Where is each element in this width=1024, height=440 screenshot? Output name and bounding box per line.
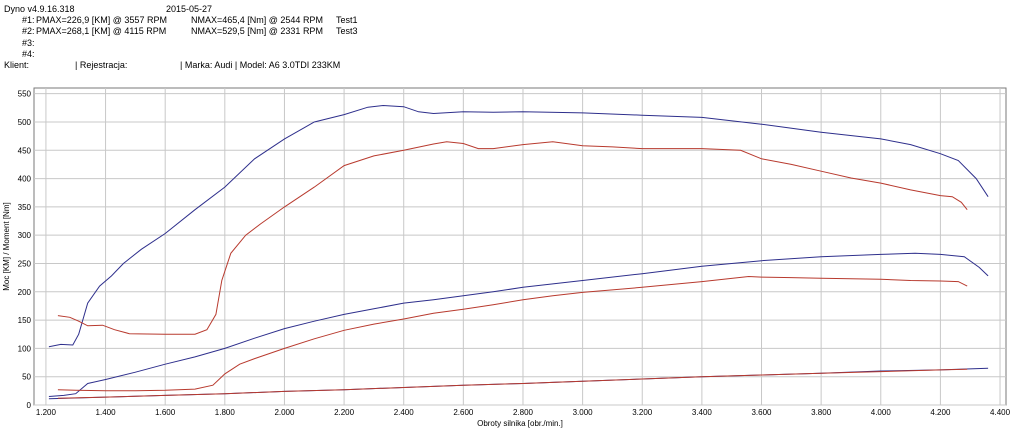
x-tick-label: 3.800 bbox=[811, 408, 832, 417]
run-1-name: Test1 bbox=[336, 15, 358, 25]
x-tick-label: 1.800 bbox=[215, 408, 236, 417]
make-model-label: | Marka: Audi | Model: A6 3.0TDI 233KM bbox=[180, 60, 341, 70]
y-tick-label: 200 bbox=[18, 288, 32, 297]
y-tick-label: 550 bbox=[18, 90, 32, 99]
x-tick-label: 3.000 bbox=[573, 408, 594, 417]
x-tick-label: 2.200 bbox=[334, 408, 355, 417]
run2-torque-line bbox=[48, 104, 989, 348]
run1-loss-line bbox=[57, 368, 968, 399]
run-3-label: #3: bbox=[22, 38, 35, 48]
test-date: 2015-05-27 bbox=[166, 4, 213, 14]
run-2-name: Test3 bbox=[336, 26, 358, 36]
y-axis-title: Moc [KM] / Moment [Nm] bbox=[2, 202, 11, 290]
x-tick-label: 1.600 bbox=[155, 408, 176, 417]
x-tick-label: 1.400 bbox=[96, 408, 117, 417]
run-1-label: #1: bbox=[22, 15, 35, 25]
x-tick-label: 4.200 bbox=[930, 408, 951, 417]
run1-power-line bbox=[57, 275, 968, 392]
y-tick-label: 500 bbox=[18, 118, 32, 127]
y-tick-label: 400 bbox=[18, 175, 32, 184]
run1-torque-line bbox=[57, 141, 968, 335]
app-version: Dyno v4.9.16.318 bbox=[4, 4, 75, 14]
run2-power-line bbox=[48, 252, 989, 397]
run-1-nmax: NMAX=465,4 [Nm] @ 2544 RPM bbox=[191, 15, 323, 25]
y-tick-label: 100 bbox=[18, 344, 32, 353]
x-tick-label: 1.200 bbox=[36, 408, 57, 417]
x-tick-label: 2.600 bbox=[453, 408, 474, 417]
y-tick-label: 0 bbox=[27, 401, 32, 410]
run-4-label: #4: bbox=[22, 49, 35, 59]
client-label: Klient: bbox=[4, 60, 30, 70]
x-tick-label: 2.000 bbox=[274, 408, 295, 417]
y-tick-label: 350 bbox=[18, 203, 32, 212]
y-tick-label: 250 bbox=[18, 259, 32, 268]
y-tick-label: 300 bbox=[18, 231, 32, 240]
x-tick-label: 2.800 bbox=[513, 408, 534, 417]
x-tick-label: 3.200 bbox=[632, 408, 653, 417]
x-tick-label: 3.400 bbox=[692, 408, 713, 417]
y-tick-label: 150 bbox=[18, 316, 32, 325]
run-2-nmax: NMAX=529,5 [Nm] @ 2331 RPM bbox=[191, 26, 323, 36]
plot-area bbox=[33, 87, 1007, 406]
run-2-pmax: PMAX=268,1 [KM] @ 4115 RPM bbox=[36, 26, 167, 36]
y-tick-label: 50 bbox=[22, 373, 31, 382]
x-tick-label: 3.600 bbox=[751, 408, 772, 417]
registration-label: | Rejestracja: bbox=[75, 60, 128, 70]
x-tick-label: 2.400 bbox=[394, 408, 415, 417]
y-tick-label: 450 bbox=[18, 146, 32, 155]
x-tick-label: 4.400 bbox=[990, 408, 1011, 417]
run-2-label: #2: bbox=[22, 26, 35, 36]
x-axis-title: Obroty silnika [obr./min.] bbox=[477, 419, 563, 428]
run-1-pmax: PMAX=226,9 [KM] @ 3557 RPM bbox=[36, 15, 167, 25]
x-tick-label: 4.000 bbox=[871, 408, 892, 417]
